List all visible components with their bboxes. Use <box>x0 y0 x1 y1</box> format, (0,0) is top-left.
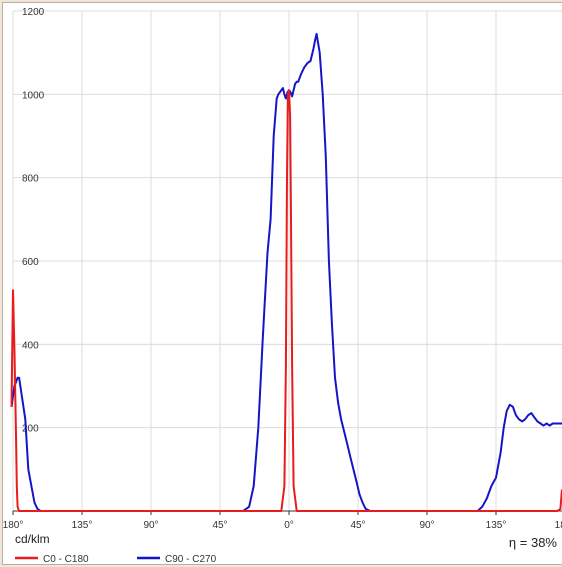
y-tick-label-3: 800 <box>22 174 39 185</box>
legend-label-c90-c270: C90 - C270 <box>165 554 217 565</box>
x-axis-ticks: 180° 135° 90° 45° 0° 45° 90° 135° 180° <box>3 511 562 531</box>
unit-label: cd/klm <box>15 532 50 546</box>
y-tick-label-2: 600 <box>22 257 39 268</box>
y-tick-label-4: 1000 <box>22 90 45 101</box>
y-tick-label-5: 1200 <box>22 7 45 18</box>
x-tick-label-3: 45° <box>212 520 227 531</box>
series-line-c0-c180 <box>10 89 562 512</box>
x-tick-label-5: 45° <box>350 520 365 531</box>
x-tick-label-0: 180° <box>3 520 23 531</box>
x-tick-label-8: 180° <box>555 520 562 531</box>
legend: C0 - C180 C90 - C270 <box>15 554 217 565</box>
luminous-intensity-chart: 200 400 600 800 1000 1200 180° 135° 90° 45° 0° 45°… <box>3 7 562 565</box>
x-tick-label-7: 135° <box>486 520 507 531</box>
series-line-c90-c270 <box>10 32 562 512</box>
y-tick-label-0: 200 <box>22 424 39 435</box>
y-tick-label-1: 400 <box>22 340 39 351</box>
x-tick-label-4: 0° <box>284 520 294 531</box>
series-lines <box>10 32 562 512</box>
efficiency-label: η = 38% <box>509 535 558 550</box>
y-axis-ticks: 200 400 600 800 1000 1200 <box>22 7 45 435</box>
x-tick-label-1: 135° <box>72 520 93 531</box>
x-tick-label-2: 90° <box>143 520 158 531</box>
legend-label-c0-c180: C0 - C180 <box>43 554 89 565</box>
x-tick-label-6: 90° <box>419 520 434 531</box>
